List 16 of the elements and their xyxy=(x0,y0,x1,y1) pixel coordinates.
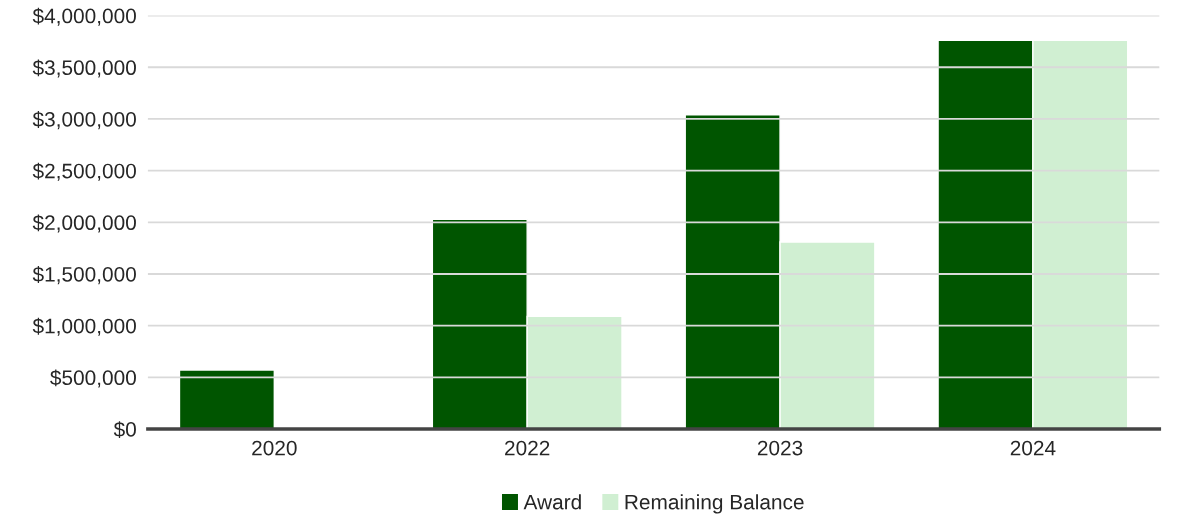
y-tick-label: $1,500,000 xyxy=(32,266,136,285)
y-tick-label: $2,500,000 xyxy=(32,162,136,181)
bar xyxy=(178,369,276,429)
x-tick-label: 2023 xyxy=(757,440,803,456)
y-tick-label: $3,000,000 xyxy=(32,111,136,130)
x-tick-label: 2022 xyxy=(505,440,550,456)
legend-label: Remaining Balance xyxy=(625,494,804,514)
y-tick-label: $3,500,000 xyxy=(32,59,136,78)
y-tick-label: $2,000,000 xyxy=(32,214,136,233)
y-tick-label: $1,000,000 xyxy=(32,317,136,336)
legend-label: Award xyxy=(523,494,581,510)
y-tick-label: $500,000 xyxy=(50,369,136,388)
y-tick-label: $0 xyxy=(113,421,136,438)
y-tick-label: $4,000,000 xyxy=(32,7,136,26)
x-tick-label: 2024 xyxy=(1010,440,1056,456)
x-tick-label: 2020 xyxy=(252,440,297,456)
